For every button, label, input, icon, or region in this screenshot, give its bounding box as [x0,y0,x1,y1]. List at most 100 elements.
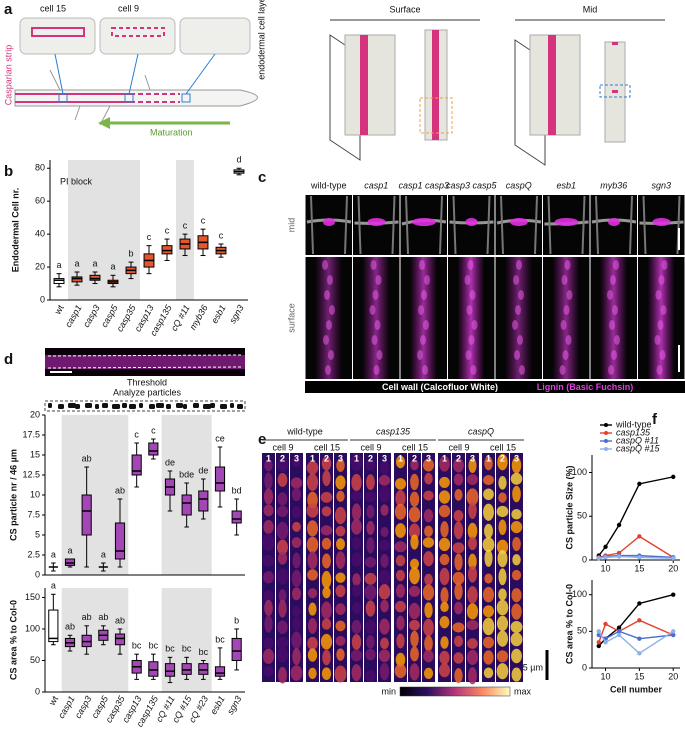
lane-spot [380,504,389,516]
lane-spot [277,551,288,565]
lane-spot [322,553,331,569]
lignin [519,365,525,375]
genotype-label: casp3 casp5 [446,180,498,190]
significance-letter: ab [115,615,125,625]
lane-spot [467,522,478,540]
lane-spot [321,570,332,589]
lane-spot [483,605,494,618]
lane-spot [483,523,494,539]
point [603,621,608,627]
y-tick-label: 100 [572,467,587,477]
lane-spot [365,459,376,471]
lane-spot [482,586,495,603]
lane-spot [321,537,332,550]
stain-label: Cell wall (Calcofluor White) [382,382,498,392]
genotype-label: myb36 [600,180,627,190]
lignin [610,275,616,285]
lane-spot [424,473,433,485]
lane-spot [423,618,434,637]
lignin [560,320,567,330]
box [231,637,242,661]
lignin [654,335,661,345]
box [71,276,83,283]
point [671,629,676,634]
significance-letter: c [165,225,170,235]
view-title: Surface [389,4,420,14]
lane-spot [410,473,419,491]
lignin [657,320,664,330]
lane-spot [483,667,494,679]
y-axis-label: Endodermal Cell nr. [10,188,20,273]
y-tick-label: 60 [35,196,45,206]
lane-spot [276,521,289,540]
lane-spot [409,566,420,585]
lane-spot [320,633,333,650]
particle [166,404,171,409]
lane-label: 3 [514,453,519,463]
lane-spot [512,554,521,566]
row-label: surface [286,303,296,333]
scale-label: 5 µm [523,662,543,672]
cell-label: cell 9 [272,442,293,452]
lane-spot [452,622,465,633]
lane-spot [365,669,376,682]
y-tick-label: 0 [35,569,40,579]
lane-spot [510,620,523,633]
legend-label: wild-type [615,419,652,429]
lane-spot [510,520,523,534]
lane-spot [410,646,419,662]
lignin [516,260,522,270]
step-label: Analyze particles [113,387,182,397]
lane-spot [350,649,363,662]
significance-letter: ab [82,612,92,622]
lane-spot [335,551,346,570]
lane-spot [351,473,362,492]
lane-spot [351,519,362,535]
lane-spot [510,632,523,647]
panel-label: c [258,169,266,186]
y-axis-label: CS area % to Col-0 [564,584,574,664]
point [671,592,676,597]
particle [129,404,136,409]
lane-spot [424,635,433,652]
lane-spot [263,589,274,602]
significance-letter: c [147,232,152,242]
lane-spot [351,552,362,567]
point [616,554,622,559]
lane-spot [336,538,345,551]
lane-spot [408,585,421,597]
lane-spot [307,569,318,581]
lane-spot [278,589,287,603]
lane-spot [467,474,478,486]
lane-spot [466,619,479,631]
significance-letter: a [101,549,106,559]
lignin [566,290,573,300]
y-axis-label: CS particle nr / 46 µm [8,449,18,541]
lane-spot [439,476,450,488]
lane-spot [366,504,375,519]
lane-spot [292,521,301,532]
panel-label: f [652,411,658,428]
lane-spot [320,491,333,503]
lane-spot [454,489,463,501]
lane-spot [307,636,318,651]
significance-letter: ab [82,453,92,463]
particle [58,404,64,409]
lane-spot [466,649,479,666]
lane-spot [438,504,451,518]
lane-spot [292,505,301,519]
lane-spot [394,663,407,679]
lane-spot [292,552,301,569]
y-tick-label: 50 [577,511,587,521]
lane-spot [483,488,494,501]
lignin [607,290,613,300]
lane-spot [379,662,390,681]
lane-spot [322,649,331,666]
genotype-label: caspQ [506,180,532,190]
lane-spot [440,521,449,538]
layer-label: endodermal cell layer [256,0,266,80]
lane-spot [364,556,377,568]
lignin [652,218,671,226]
lane-spot [439,455,450,472]
lignin [659,350,666,360]
